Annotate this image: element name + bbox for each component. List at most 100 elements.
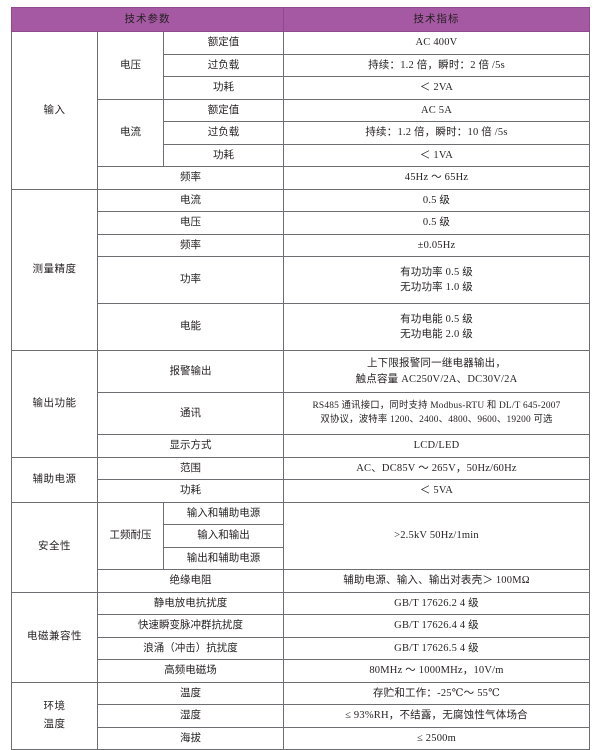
param-overload: 过负载 xyxy=(163,53,284,77)
param-rated-value: 额定值 xyxy=(163,31,284,55)
table-row: 电磁兼容性 静电放电抗扰度 GB/T 17626.2 4 级 xyxy=(11,591,590,683)
param-insulation-resistance: 绝缘电阻 xyxy=(97,569,284,593)
param-frequency: 频率 xyxy=(97,166,284,190)
table-row: 功耗 ＜ 2VA xyxy=(12,76,590,100)
table-row: 安全性 工频耐压 输入和辅助电源 >2.5kV 50Hz/1min xyxy=(11,501,590,593)
param-eft-immunity: 快速瞬变脉冲群抗扰度 xyxy=(97,614,284,638)
value-cell: ＜ 2VA xyxy=(283,76,590,100)
table-row: 功率 有功功率 0.5 级 无功功率 1.0 级 xyxy=(12,256,590,304)
param-rated-value: 额定值 xyxy=(163,98,284,122)
category-output-function: 输出功能 xyxy=(11,350,98,458)
param-power: 功率 xyxy=(97,256,284,304)
category-input: 输入 xyxy=(11,31,98,190)
value-cell: GB/T 17626.5 4 级 xyxy=(283,636,590,660)
table-row: 浪涌（冲击）抗扰度 GB/T 17626.5 4 级 xyxy=(12,636,590,660)
param-power-consumption: 功耗 xyxy=(163,76,284,100)
value-cell: RS485 通讯接口，同时支持 Modbus-RTU 和 DL/T 645-20… xyxy=(283,392,590,435)
param-energy: 电能 xyxy=(97,303,284,351)
param-surge-immunity: 浪涌（冲击）抗扰度 xyxy=(97,636,284,660)
value-line: 上下限报警同一继电器输出， xyxy=(366,358,507,370)
table-row: 辅助电源 范围 AC、DC85V ～ 265V，50Hz/60Hz xyxy=(11,456,590,503)
table-row: 绝缘电阻 辅助电源、输入、输出对表壳＞ 100MΩ xyxy=(12,569,590,593)
param-range: 范围 xyxy=(97,456,284,480)
subcategory-power-frequency-withstand-voltage: 工频耐压 xyxy=(97,501,164,570)
table-row: 电流 额定值 AC 5A xyxy=(12,98,590,167)
param-display-mode: 显示方式 xyxy=(97,434,284,458)
param-input-and-output: 输入和输出 xyxy=(163,524,284,548)
header-technical-parameter: 技术参数 xyxy=(11,7,284,32)
param-current: 电流 xyxy=(97,188,284,212)
table-row: 过负载 持续：1.2 倍，瞬时：10 倍 /5s xyxy=(12,121,590,145)
value-line: 无功功率 1.0 级 xyxy=(400,282,473,293)
table-row: 显示方式 LCD/LED xyxy=(12,434,590,458)
table-row: 测量精度 电流 0.5 级 xyxy=(11,188,590,351)
value-cell: ＜ 5VA xyxy=(283,479,590,503)
value-cell: ≤ 93%RH，不结露，无腐蚀性气体场合 xyxy=(283,704,590,728)
param-humidity: 湿度 xyxy=(97,704,284,728)
param-communication: 通讯 xyxy=(97,392,284,435)
table-row: 湿度 ≤ 93%RH，不结露，无腐蚀性气体场合 xyxy=(12,704,590,728)
category-measurement-accuracy: 测量精度 xyxy=(11,188,98,351)
table-row: 输入 电压 额定值 AC 400V xyxy=(11,31,590,190)
category-emc: 电磁兼容性 xyxy=(11,591,98,683)
param-overload: 过负载 xyxy=(163,121,284,145)
value-cell: 持续：1.2 倍，瞬时：10 倍 /5s xyxy=(283,121,590,145)
value-line: 触点容量 AC250V/2A、DC30V/2A xyxy=(355,373,518,385)
value-line: 双协议，波特率 1200、2400、4800、9600、19200 可选 xyxy=(320,414,553,425)
table-row: 频率 ±0.05Hz xyxy=(12,233,590,257)
header-technical-spec: 技术指标 xyxy=(283,7,590,32)
value-line: 有功电能 0.5 级 xyxy=(400,313,473,325)
table-row: 高频电磁场 80MHz ～ 1000MHz，10V/m xyxy=(12,659,590,683)
value-cell: ≤ 2500m xyxy=(283,726,590,750)
category-line: 温度 xyxy=(43,718,66,730)
subcategory-voltage: 电压 xyxy=(97,31,164,100)
value-line: RS485 通讯接口，同时支持 Modbus-RTU 和 DL/T 645-20… xyxy=(312,400,561,411)
category-environment-temperature: 环境 温度 xyxy=(11,681,98,750)
table-row: 输出功能 报警输出 上下限报警同一继电器输出， 触点容量 AC250V/2A、D… xyxy=(11,350,590,458)
param-alarm-output: 报警输出 xyxy=(97,350,284,393)
value-cell: LCD/LED xyxy=(283,434,590,458)
table-row: 功耗 ＜ 5VA xyxy=(12,479,590,503)
value-cell: 0.5 级 xyxy=(283,211,590,235)
value-cell: 有功功率 0.5 级 无功功率 1.0 级 xyxy=(283,256,590,304)
subcategory-current: 电流 xyxy=(97,98,164,167)
value-cell: 辅助电源、输入、输出对表壳＞ 100MΩ xyxy=(283,569,590,593)
table-row: 海拔 ≤ 2500m xyxy=(12,726,590,750)
value-cell: AC、DC85V ～ 265V，50Hz/60Hz xyxy=(283,456,590,480)
param-rf-electromagnetic-field: 高频电磁场 xyxy=(97,659,284,683)
table-row: 电能 有功电能 0.5 级 无功电能 2.0 级 xyxy=(12,303,590,351)
value-cell: 持续：1.2 倍，瞬时：2 倍 /5s xyxy=(283,53,590,77)
value-line: 无功电能 2.0 级 xyxy=(400,329,473,340)
param-temperature: 温度 xyxy=(97,681,284,705)
value-cell: 存贮和工作：-25℃～ 55℃ xyxy=(283,681,590,705)
category-safety: 安全性 xyxy=(11,501,98,593)
value-line: 有功功率 0.5 级 xyxy=(400,266,473,278)
table-row: 电压 0.5 级 xyxy=(12,211,590,235)
value-cell: 0.5 级 xyxy=(283,188,590,212)
table-row: 频率 45Hz ～ 65Hz xyxy=(12,166,590,190)
param-power-consumption: 功耗 xyxy=(163,143,284,167)
value-cell: 80MHz ～ 1000MHz，10V/m xyxy=(283,659,590,683)
param-output-and-auxiliary-power: 输出和辅助电源 xyxy=(163,546,284,570)
table-row: 快速瞬变脉冲群抗扰度 GB/T 17626.4 4 级 xyxy=(12,614,590,638)
technical-specification-table: 技术参数 技术指标 输入 电压 额定值 AC 400V 过负载 持续：1.2 倍… xyxy=(11,7,590,750)
table-row: 环境 温度 温度 存贮和工作：-25℃～ 55℃ xyxy=(11,681,590,750)
value-cell: 45Hz ～ 65Hz xyxy=(283,166,590,190)
table-row: 通讯 RS485 通讯接口，同时支持 Modbus-RTU 和 DL/T 645… xyxy=(12,392,590,435)
param-input-and-auxiliary-power: 输入和辅助电源 xyxy=(163,501,284,525)
param-power-consumption: 功耗 xyxy=(97,479,284,503)
category-line: 环境 xyxy=(43,701,66,713)
table-header-row: 技术参数 技术指标 xyxy=(11,7,590,32)
value-cell: 有功电能 0.5 级 无功电能 2.0 级 xyxy=(283,303,590,351)
param-voltage: 电压 xyxy=(97,211,284,235)
value-cell: GB/T 17626.2 4 级 xyxy=(283,591,590,615)
param-altitude: 海拔 xyxy=(97,726,284,750)
value-cell: AC 5A xyxy=(283,98,590,122)
value-cell: ±0.05Hz xyxy=(283,233,590,257)
table-row: 功耗 ＜ 1VA xyxy=(12,143,590,167)
value-cell: ＜ 1VA xyxy=(283,143,590,167)
table-row: 过负载 持续：1.2 倍，瞬时：2 倍 /5s xyxy=(12,53,590,77)
category-auxiliary-power: 辅助电源 xyxy=(11,456,98,503)
param-esd-immunity: 静电放电抗扰度 xyxy=(97,591,284,615)
value-cell: GB/T 17626.4 4 级 xyxy=(283,614,590,638)
